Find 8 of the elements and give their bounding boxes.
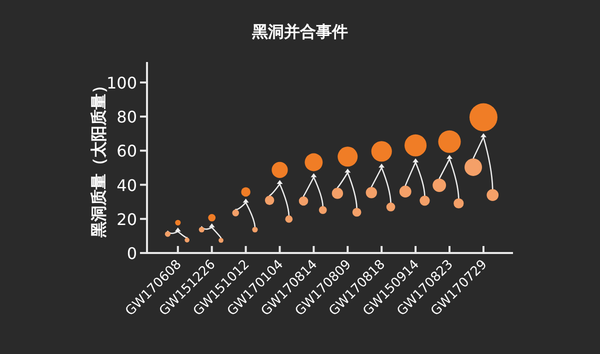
chart-title: 黑洞并合事件 [251, 22, 348, 41]
y-tick-label: 100 [106, 73, 137, 92]
y-tick-label: 60 [116, 142, 137, 161]
y-tick-label: 0 [126, 244, 137, 263]
y-tick-label: 20 [116, 210, 137, 229]
y-tick-label: 40 [116, 176, 137, 195]
y-tick-label: 80 [116, 108, 137, 127]
y-axis-title: 黑洞质量（太阳质量） [89, 78, 108, 238]
